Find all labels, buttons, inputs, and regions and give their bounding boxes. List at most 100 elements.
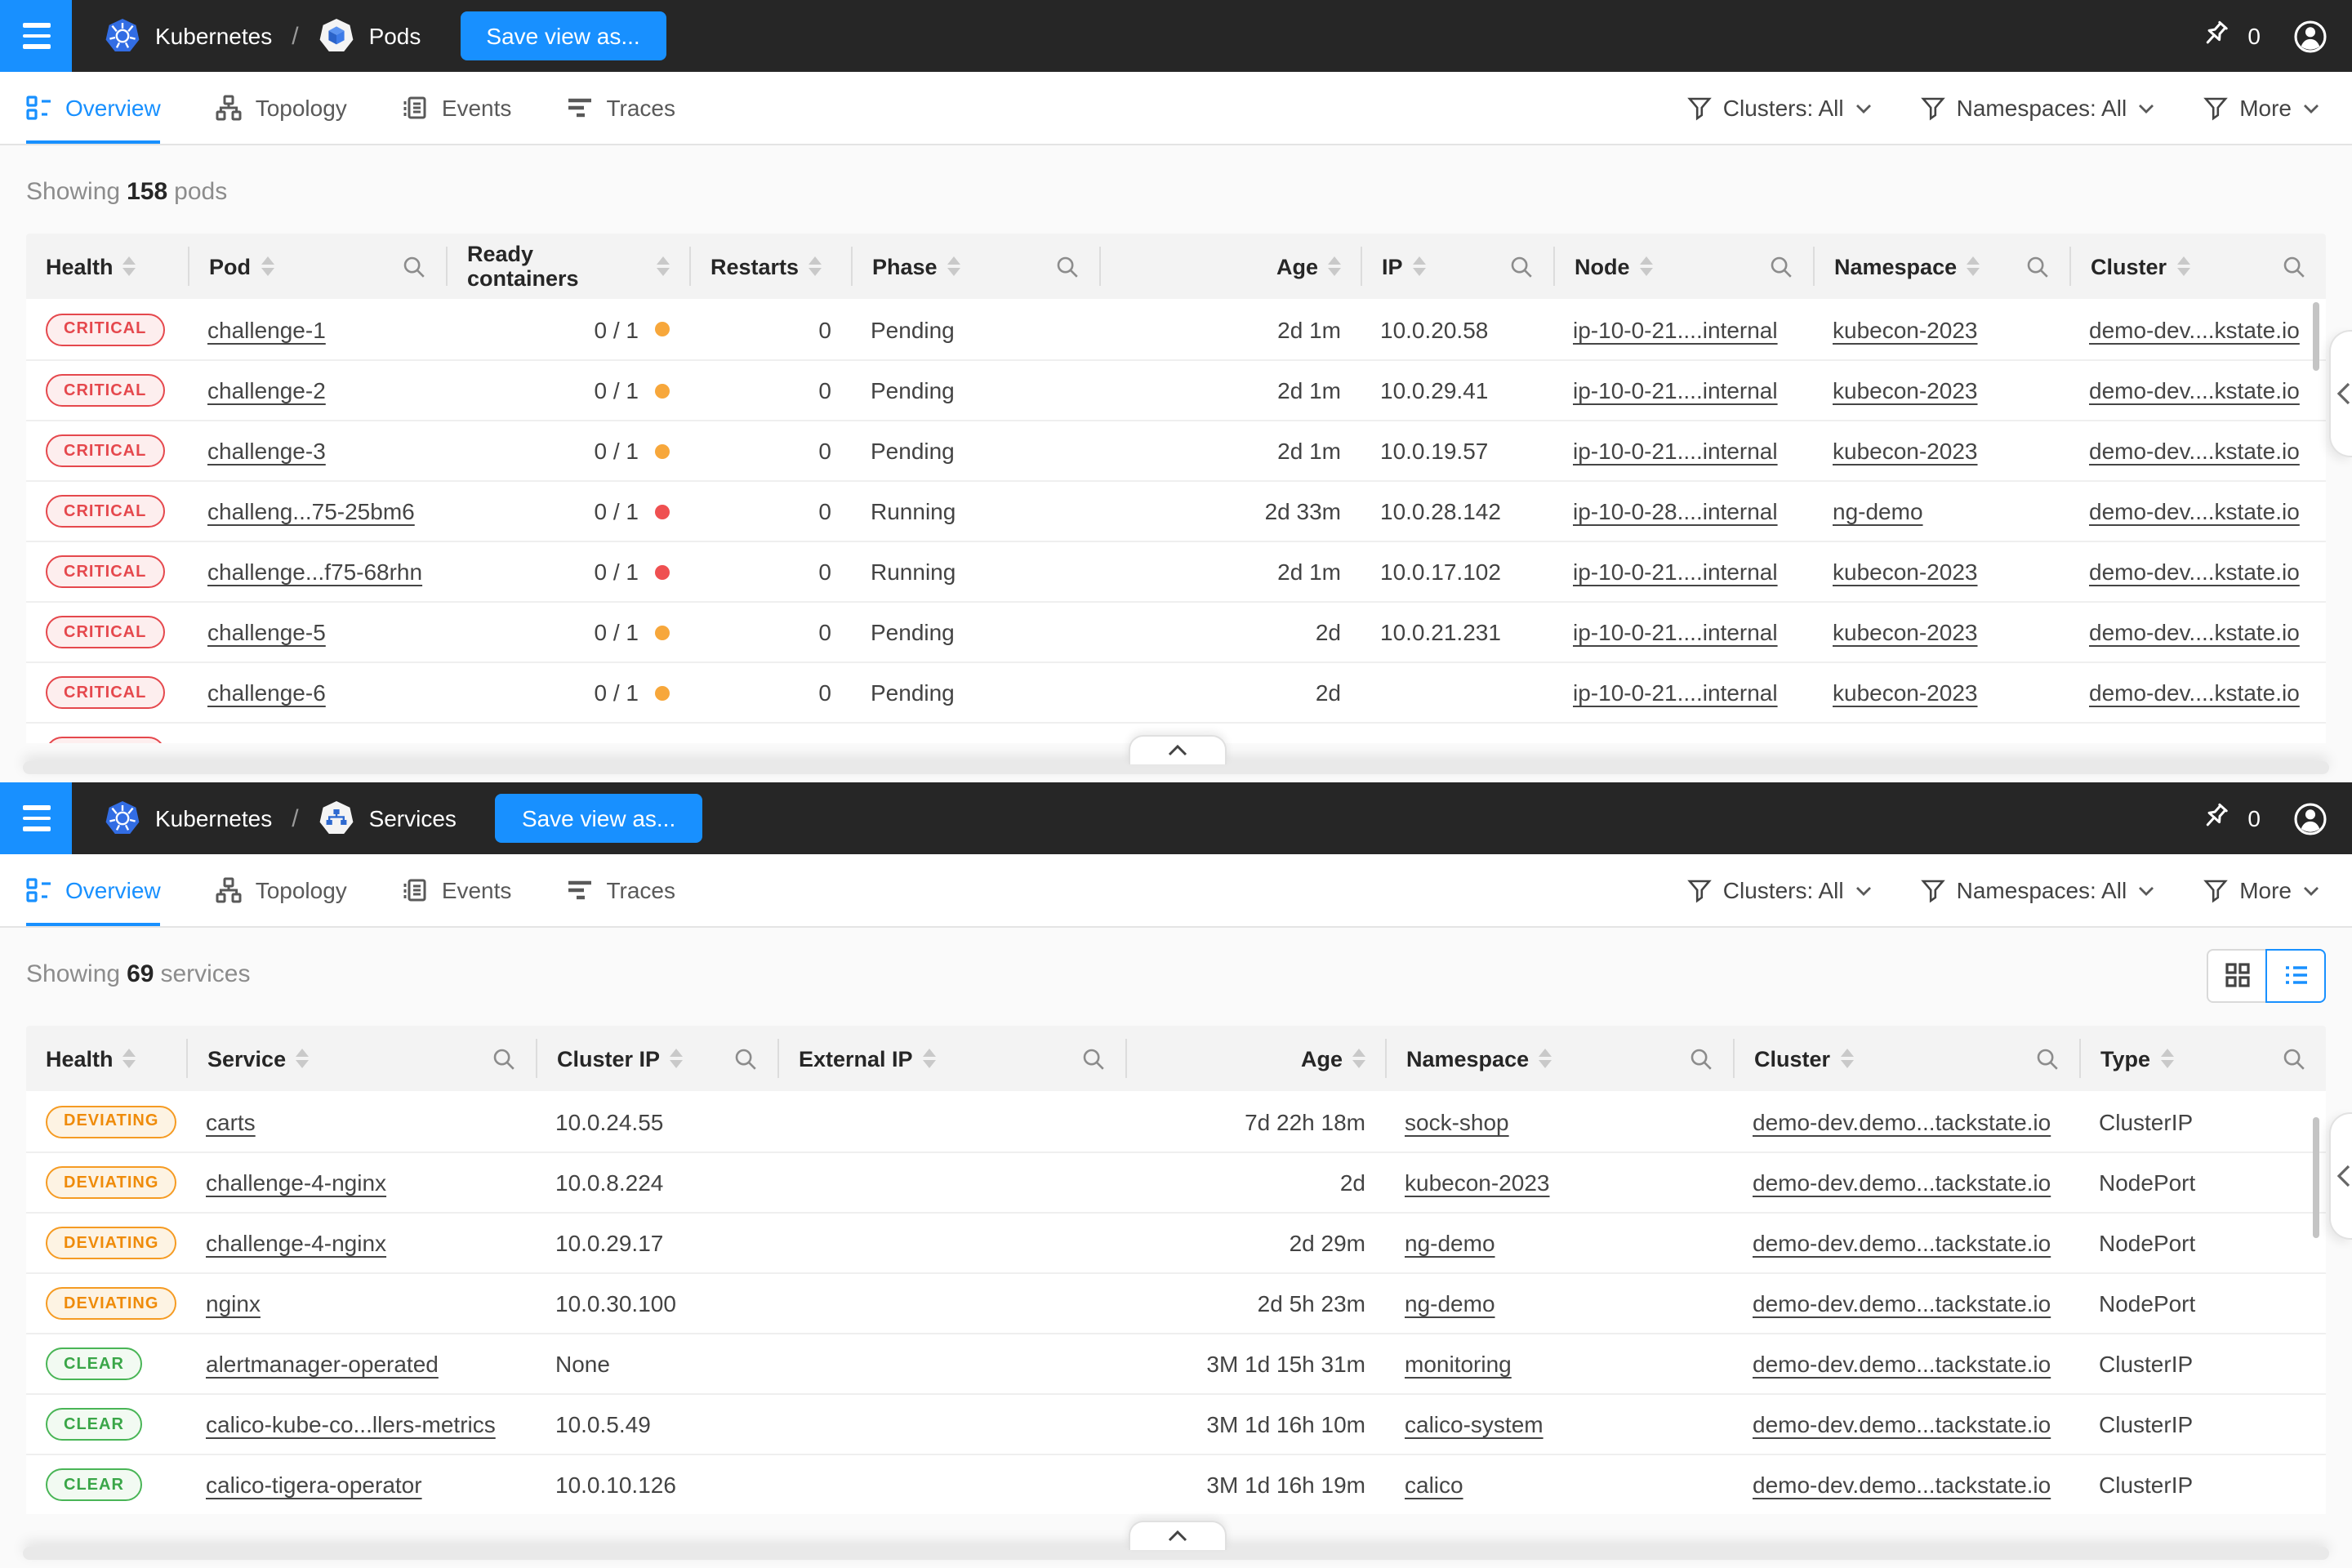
table-row[interactable]: CLEAR calico-tigera-operator 10.0.10.126 3M… (26, 1454, 2326, 1514)
table-row[interactable]: CRITICAL challenge-5 0 / 1 0 Pending 2d 10.0.2… (26, 601, 2326, 662)
tab-topology[interactable]: Topology (216, 72, 347, 144)
column-header-cluster[interactable]: Cluster (1733, 1039, 2079, 1078)
namespace-link[interactable]: ng-demo (1833, 740, 1923, 743)
table-row[interactable]: CRITICAL challenge-2 0 / 1 0 Pending 2d 1m 10.… (26, 359, 2326, 420)
breadcrumb-app[interactable]: Kubernetes (155, 805, 273, 831)
grid-view-button[interactable] (2207, 948, 2267, 1002)
cluster-link[interactable]: demo-dev.demo...tackstate.io (1753, 1351, 2051, 1377)
node-link[interactable]: ip-10-0-21....internal (1573, 740, 1778, 743)
column-header-namespace[interactable]: Namespace (1813, 247, 2069, 286)
column-header-pod[interactable]: Pod (188, 247, 446, 286)
search-icon[interactable] (1055, 254, 1080, 278)
right-panel-expand-tab[interactable] (2329, 330, 2352, 457)
sort-icon[interactable] (122, 1049, 136, 1068)
search-icon[interactable] (1689, 1046, 1713, 1071)
save-view-as-button[interactable]: Save view as... (460, 11, 666, 60)
pod-link[interactable]: challeng...75-25bm6 (207, 498, 415, 524)
service-link[interactable]: carts (206, 1108, 256, 1134)
user-avatar-icon[interactable] (2292, 17, 2329, 55)
sort-icon[interactable] (1639, 256, 1653, 276)
namespace-link[interactable]: sock-shop (1405, 1108, 1509, 1134)
search-icon[interactable] (1769, 254, 1793, 278)
column-header-age[interactable]: Age (1125, 1039, 1385, 1078)
namespace-link[interactable]: calico (1405, 1472, 1463, 1498)
sort-icon[interactable] (808, 256, 822, 276)
node-link[interactable]: ip-10-0-28....internal (1573, 498, 1778, 524)
table-row[interactable]: DEVIATING challenge-4-nginx 10.0.29.17 2d 2… (26, 1212, 2326, 1272)
node-link[interactable]: ip-10-0-21....internal (1573, 559, 1778, 585)
column-header-service[interactable]: Service (186, 1039, 536, 1078)
tab-topology[interactable]: Topology (216, 854, 347, 926)
sort-icon[interactable] (1328, 256, 1341, 276)
sort-icon[interactable] (1539, 1049, 1552, 1068)
node-link[interactable]: ip-10-0-21....internal (1573, 377, 1778, 403)
pod-link[interactable]: challenge-3 (207, 438, 326, 464)
service-link[interactable]: calico-kube-co...llers-metrics (206, 1411, 496, 1437)
breadcrumb-page[interactable]: Pods (368, 23, 421, 49)
tab-overview[interactable]: Overview (26, 854, 162, 926)
node-link[interactable]: ip-10-0-21....internal (1573, 679, 1778, 706)
column-header-cluster_ip[interactable]: Cluster IP (536, 1039, 777, 1078)
service-link[interactable]: calico-tigera-operator (206, 1472, 422, 1498)
namespace-link[interactable]: kubecon-2023 (1833, 679, 1978, 706)
namespace-link[interactable]: calico-system (1405, 1411, 1544, 1437)
filter-more[interactable]: More (2203, 877, 2319, 903)
filter-clusters[interactable]: Clusters: All (1686, 877, 1872, 903)
vertical-scrollbar-thumb[interactable] (2313, 1117, 2319, 1238)
tab-traces[interactable]: Traces (567, 72, 675, 144)
cluster-link[interactable]: demo-dev....kstate.io (2089, 740, 2300, 743)
column-header-type[interactable]: Type (2079, 1039, 2326, 1078)
sort-icon[interactable] (122, 256, 136, 276)
pin-icon[interactable] (2200, 802, 2233, 835)
table-row[interactable]: DEVIATING challenge-4-nginx 10.0.8.224 2d ku… (26, 1152, 2326, 1212)
pod-link[interactable]: challenge-6 (207, 679, 326, 706)
table-row[interactable]: DEVIATING nginx 10.0.30.100 2d 5h 23m ng-dem… (26, 1272, 2326, 1333)
column-header-external_ip[interactable]: External IP (777, 1039, 1125, 1078)
user-avatar-icon[interactable] (2292, 800, 2329, 837)
table-row[interactable]: CRITICAL challenge...f75-68rhn 0 / 1 0 Runni… (26, 541, 2326, 601)
sort-icon[interactable] (1967, 256, 1980, 276)
table-row[interactable]: CRITICAL challenge-3 0 / 1 0 Pending 2d 1m 10.… (26, 420, 2326, 480)
node-link[interactable]: ip-10-0-21....internal (1573, 619, 1778, 645)
search-icon[interactable] (1509, 254, 1534, 278)
sort-icon[interactable] (261, 256, 274, 276)
pod-link[interactable]: challenge-1 (207, 316, 326, 342)
sort-icon[interactable] (2160, 1049, 2174, 1068)
cluster-link[interactable]: demo-dev....kstate.io (2089, 498, 2300, 524)
list-view-button[interactable] (2265, 948, 2326, 1002)
namespace-link[interactable]: kubecon-2023 (1833, 316, 1978, 342)
node-link[interactable]: ip-10-0-21....internal (1573, 438, 1778, 464)
pod-link[interactable]: challenge-5 (207, 619, 326, 645)
tab-events[interactable]: Events (403, 72, 511, 144)
pod-link[interactable]: challenge-2 (207, 377, 326, 403)
service-link[interactable]: challenge-4-nginx (206, 1230, 387, 1256)
cluster-link[interactable]: demo-dev.demo...tackstate.io (1753, 1169, 2051, 1196)
sort-icon[interactable] (922, 1049, 936, 1068)
cluster-link[interactable]: demo-dev....kstate.io (2089, 377, 2300, 403)
sort-icon[interactable] (296, 1049, 310, 1068)
cluster-link[interactable]: demo-dev.demo...tackstate.io (1753, 1108, 2051, 1134)
service-link[interactable]: challenge-4-nginx (206, 1169, 387, 1196)
namespace-link[interactable]: kubecon-2023 (1833, 559, 1978, 585)
collapse-panel-tab[interactable] (1129, 1521, 1227, 1550)
pod-link[interactable]: challenge...f75-68rhn (207, 559, 423, 585)
column-header-ip[interactable]: IP (1361, 247, 1553, 286)
column-header-namespace[interactable]: Namespace (1385, 1039, 1733, 1078)
tab-traces[interactable]: Traces (567, 854, 675, 926)
save-view-as-button[interactable]: Save view as... (495, 794, 702, 843)
pin-icon[interactable] (2200, 20, 2233, 52)
table-row[interactable]: CRITICAL challeng...75-25bm6 0 / 1 0 Running… (26, 480, 2326, 541)
cluster-link[interactable]: demo-dev....kstate.io (2089, 438, 2300, 464)
cluster-link[interactable]: demo-dev.demo...tackstate.io (1753, 1411, 2051, 1437)
namespace-link[interactable]: kubecon-2023 (1833, 619, 1978, 645)
cluster-link[interactable]: demo-dev.demo...tackstate.io (1753, 1472, 2051, 1498)
sort-icon[interactable] (670, 1049, 684, 1068)
cluster-link[interactable]: demo-dev....kstate.io (2089, 679, 2300, 706)
table-row[interactable]: CRITICAL challenge-1 0 / 1 0 Pending 2d 1m 10.… (26, 299, 2326, 359)
namespace-link[interactable]: kubecon-2023 (1833, 438, 1978, 464)
namespace-link[interactable]: monitoring (1405, 1351, 1512, 1377)
filter-more[interactable]: More (2203, 95, 2319, 121)
cluster-link[interactable]: demo-dev....kstate.io (2089, 316, 2300, 342)
namespace-link[interactable]: kubecon-2023 (1833, 377, 1978, 403)
column-header-health[interactable]: Health (26, 247, 188, 286)
